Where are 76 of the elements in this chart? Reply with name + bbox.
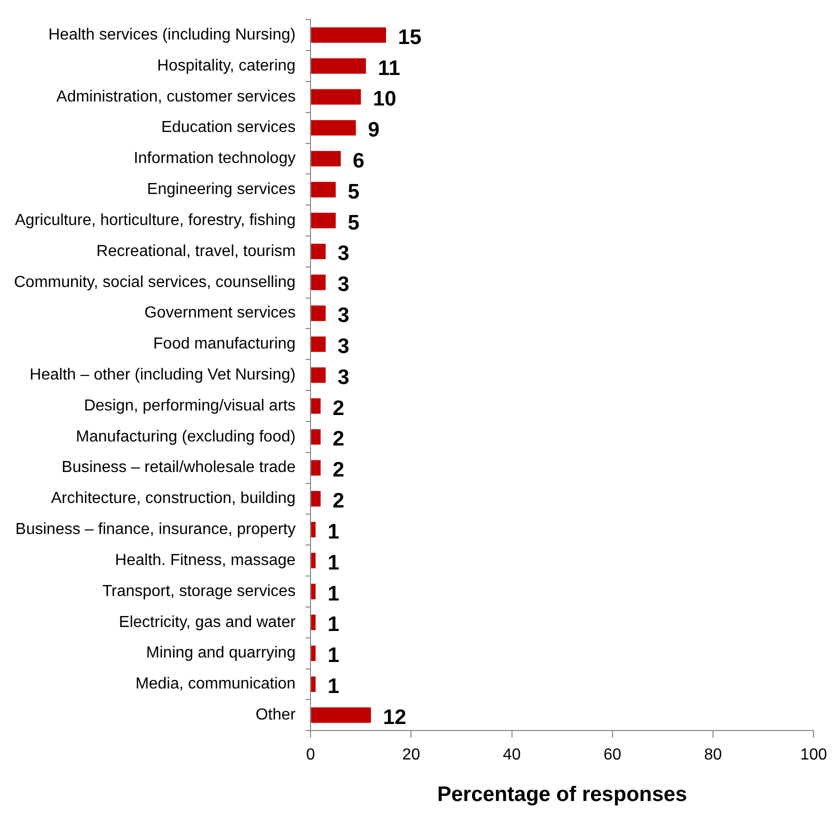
x-axis-title: Percentage of responses [437, 783, 687, 806]
y-tick-label: Transport, storage services [102, 582, 296, 600]
y-tick-label: Health. Fitness, massage [115, 552, 296, 569]
data-label: 5 [348, 211, 360, 234]
x-tick-label: 40 [502, 746, 521, 764]
y-tick-label: Hospitality, catering [157, 57, 296, 74]
bar [311, 274, 326, 290]
y-tick-label: Food manufacturing [153, 336, 296, 353]
data-label: 2 [332, 490, 344, 513]
data-label: 6 [352, 150, 364, 173]
data-label: 3 [338, 273, 350, 296]
bar [311, 212, 336, 228]
x-tick-label: 20 [402, 746, 420, 764]
y-tick-label: Electricity, gas and water [118, 614, 296, 631]
data-label: 10 [372, 88, 396, 111]
y-tick-label: Business – finance, insurance, property [15, 521, 296, 538]
bar [311, 367, 326, 383]
bar [311, 120, 356, 136]
y-tick-label: Government services [144, 304, 296, 322]
data-label: 3 [338, 304, 350, 328]
data-label: 2 [332, 396, 344, 420]
y-tick-label: Engineering services [147, 181, 296, 198]
y-tick-label: Mining and quarrying [146, 644, 296, 662]
data-label: 15 [398, 26, 422, 49]
data-label: 11 [378, 56, 400, 80]
y-tick-label: Business – retail/wholesale trade [62, 459, 296, 476]
bar [311, 182, 336, 198]
x-tick-label: 80 [704, 746, 722, 764]
bar [311, 460, 321, 476]
data-label: 1 [328, 613, 340, 636]
data-label: 5 [348, 180, 360, 204]
y-tick-label: Information technology [134, 150, 296, 168]
data-label: 1 [328, 520, 340, 544]
y-tick-label: Administration, customer services [56, 88, 296, 106]
data-label: 12 [382, 706, 406, 729]
x-tick-label: 100 [800, 746, 828, 764]
bar [311, 552, 316, 568]
data-label: 3 [338, 334, 350, 358]
data-label: 1 [328, 582, 340, 606]
y-tick-label: Design, performing/visual arts [84, 397, 296, 414]
y-tick-label: Community, social services, counselling [14, 274, 296, 291]
bar [311, 522, 316, 538]
y-tick-label: Manufacturing (excluding food) [76, 428, 296, 446]
y-tick-label: Other [256, 706, 296, 724]
data-label: 1 [328, 675, 340, 698]
y-tick-label: Architecture, construction, building [51, 490, 296, 508]
bar [311, 614, 316, 630]
bar [311, 646, 316, 662]
x-tick-label: 60 [604, 746, 622, 764]
bar [311, 491, 321, 506]
bar [311, 676, 316, 692]
bar [311, 584, 316, 600]
y-tick-label: Health – other (including Vet Nursing) [30, 366, 296, 384]
y-tick-label: Health services (including Nursing) [48, 26, 296, 44]
bar [311, 398, 321, 414]
y-tick-label: Recreational, travel, tourism [96, 242, 296, 260]
y-tick-label: Media, communication [136, 676, 296, 693]
bar [311, 429, 321, 445]
bar [311, 27, 386, 43]
bar [311, 58, 366, 74]
data-label: 3 [338, 242, 350, 266]
data-label: 2 [332, 458, 344, 482]
data-label: 1 [328, 551, 340, 574]
bar [311, 707, 371, 723]
bar [311, 89, 361, 105]
data-label: 9 [368, 118, 380, 142]
bar [311, 336, 326, 352]
x-tick-label: 0 [306, 746, 316, 764]
y-tick-label: Agriculture, horticulture, forestry, fishing [14, 212, 296, 229]
bar [311, 150, 341, 166]
y-tick-label: Education services [161, 119, 296, 136]
data-label: 2 [332, 428, 344, 451]
bar [311, 244, 326, 260]
bar [311, 306, 326, 321]
data-label: 3 [338, 366, 350, 389]
data-label: 1 [328, 644, 340, 668]
